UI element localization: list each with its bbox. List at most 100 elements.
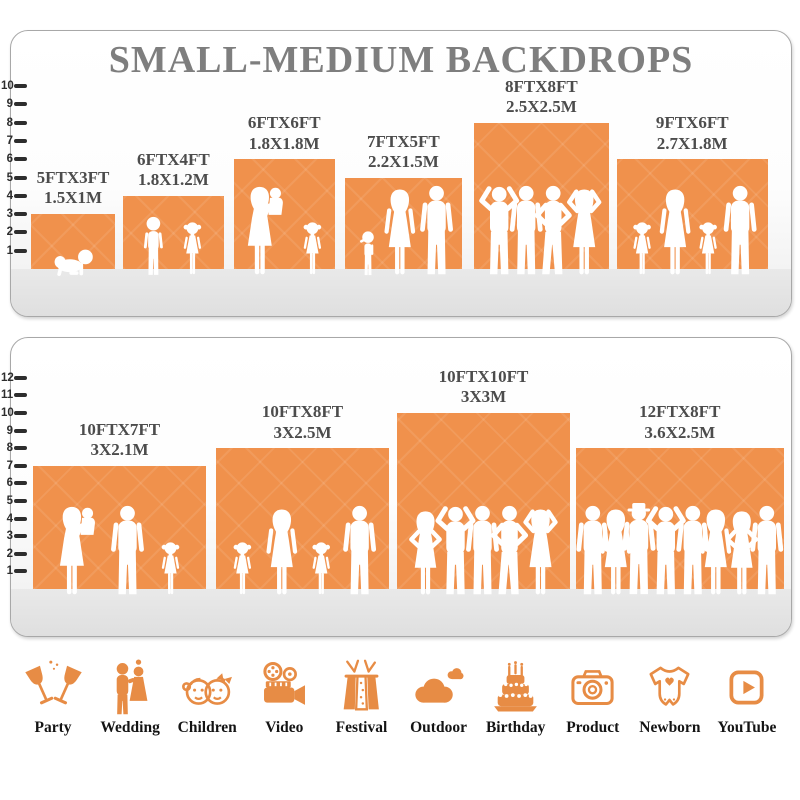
girl-silhouette [233,542,252,595]
backdrop-size-label: 10FTX8FT 3X2.5M [261,402,344,442]
birthday-cake-icon [494,661,538,712]
ruler-number: 3 [6,530,13,543]
page-title: SMALL-MEDIUM BACKDROPS [108,39,694,81]
festival-gift-icon [343,659,379,711]
category-legend: Party Wedding [16,659,784,737]
ruler-tick [14,551,27,556]
youtube-play-icon [729,670,764,705]
backdrop-size-label: 9FTX6FT 2.7X1.8M [655,113,729,153]
ruler-number: 2 [6,547,13,560]
category-festival: Festival [324,659,398,737]
girl-silhouette [161,542,180,595]
people-silhouettes [474,159,608,279]
man-silhouette [110,505,145,595]
ruler-number: 10 [1,407,14,419]
category-label: Birthday [485,719,546,736]
category-party: Party [16,659,90,737]
man-silhouette [342,505,377,595]
category-outdoor: Outdoor [402,659,476,737]
outdoor-cloud-icon [415,668,464,703]
backdrop-bar-6ftx4ft [123,195,224,269]
children-faces-icon [181,673,232,705]
man-silhouette [723,185,757,275]
ruler-tick [14,175,27,180]
people-silhouettes [576,503,784,599]
ruler-tick [14,499,27,503]
woman-silhouette [700,509,732,595]
backdrop-bar-5ftx3ft [31,214,115,269]
woman-silhouette [659,189,691,275]
category-children: Children [170,659,244,737]
woman-holding-baby-silhouette [247,186,283,275]
floor-strip [11,269,791,316]
ruler-number: 1 [6,565,13,578]
ruler-number: 8 [6,116,13,129]
ruler-number: 4 [6,189,13,202]
man-silhouette [419,185,453,275]
ruler-tick [14,212,27,217]
ruler-tick [14,138,27,143]
woman-holding-baby-silhouette [59,506,95,595]
floor-strip [11,589,791,636]
category-label: Video [265,719,304,736]
video-camera-icon [263,661,305,705]
toddler-silhouette [359,231,374,276]
girl-silhouette [632,222,651,275]
girl-silhouette [303,222,322,275]
category-label: Festival [335,719,388,736]
ruler-tick [14,157,27,162]
ruler-number: 5 [6,495,13,507]
small-backdrops-panel: SMALL-MEDIUM BACKDROPS 1 2 3 4 5 6 7 8 9 10 5FTX3F… [1,30,792,317]
category-label: Newborn [639,719,701,736]
ruler-tick [14,569,27,574]
woman-silhouette [383,189,415,275]
ruler-number: 5 [6,171,13,184]
ruler-number: 12 [1,371,14,384]
woman-hips-silhouette [728,511,756,594]
category-label: Wedding [100,719,160,736]
newborn-onesie-icon [649,666,690,706]
ruler-tick [14,230,27,235]
ruler-number: 3 [6,208,13,221]
people-silhouettes [233,505,377,595]
ruler-tick [14,534,27,539]
category-wedding: Wedding [93,659,167,737]
medium-backdrops-panel: 1 2 3 4 5 6 7 8 9 10 11 12 10FTX7FT 3X2.1M 10FTX8FT 3X2… [1,337,792,637]
ruler-number: 11 [1,389,14,402]
category-video: Video [247,659,321,737]
ruler-number: 2 [6,226,13,239]
ruler-number: 9 [6,424,13,437]
girl-silhouette [312,542,331,595]
party-glasses-icon [24,660,82,705]
backdrop-size-label: 10FTX7FT 3X2.1M [78,419,161,460]
ruler-tick [14,84,27,88]
category-youtube: YouTube [710,659,784,737]
backdrop-size-label: 6FTX6FT 1.8X1.8M [247,113,321,153]
ruler-number: 9 [6,98,13,111]
ruler-tick [14,193,27,198]
backdrop-size-label: 10FTX10FT 3X3M [438,367,529,407]
category-label: Children [177,719,237,736]
ruler-number: 8 [6,442,13,455]
category-newborn: Newborn [633,659,707,737]
backdrop-size-label: 5FTX3FT 1.5X1M [36,168,110,208]
people-silhouettes [397,479,570,599]
ruler-tick [14,428,27,433]
people-silhouettes [54,249,93,277]
woman-arms-up-silhouette [526,509,556,594]
ruler-number: 6 [6,477,13,490]
ruler-tick [14,411,27,415]
category-product: Product [556,659,630,737]
people-silhouettes [632,185,757,275]
people-silhouettes [247,186,322,275]
category-birthday: Birthday [479,659,553,737]
product-camera-icon [571,670,614,706]
category-label: Party [34,719,72,736]
backdrop-size-label: 8FTX8FT 2.5X2.5M [505,76,578,116]
category-label: Product [566,719,620,736]
backdrop-size-label: 7FTX5FT 2.2X1.5M [367,131,440,171]
woman-hips-silhouette [411,511,439,594]
ruler-tick [14,375,27,380]
ruler-tick [14,516,27,521]
backdrop-size-label: 12FTX8FT 3.6X2.5M [639,402,721,442]
